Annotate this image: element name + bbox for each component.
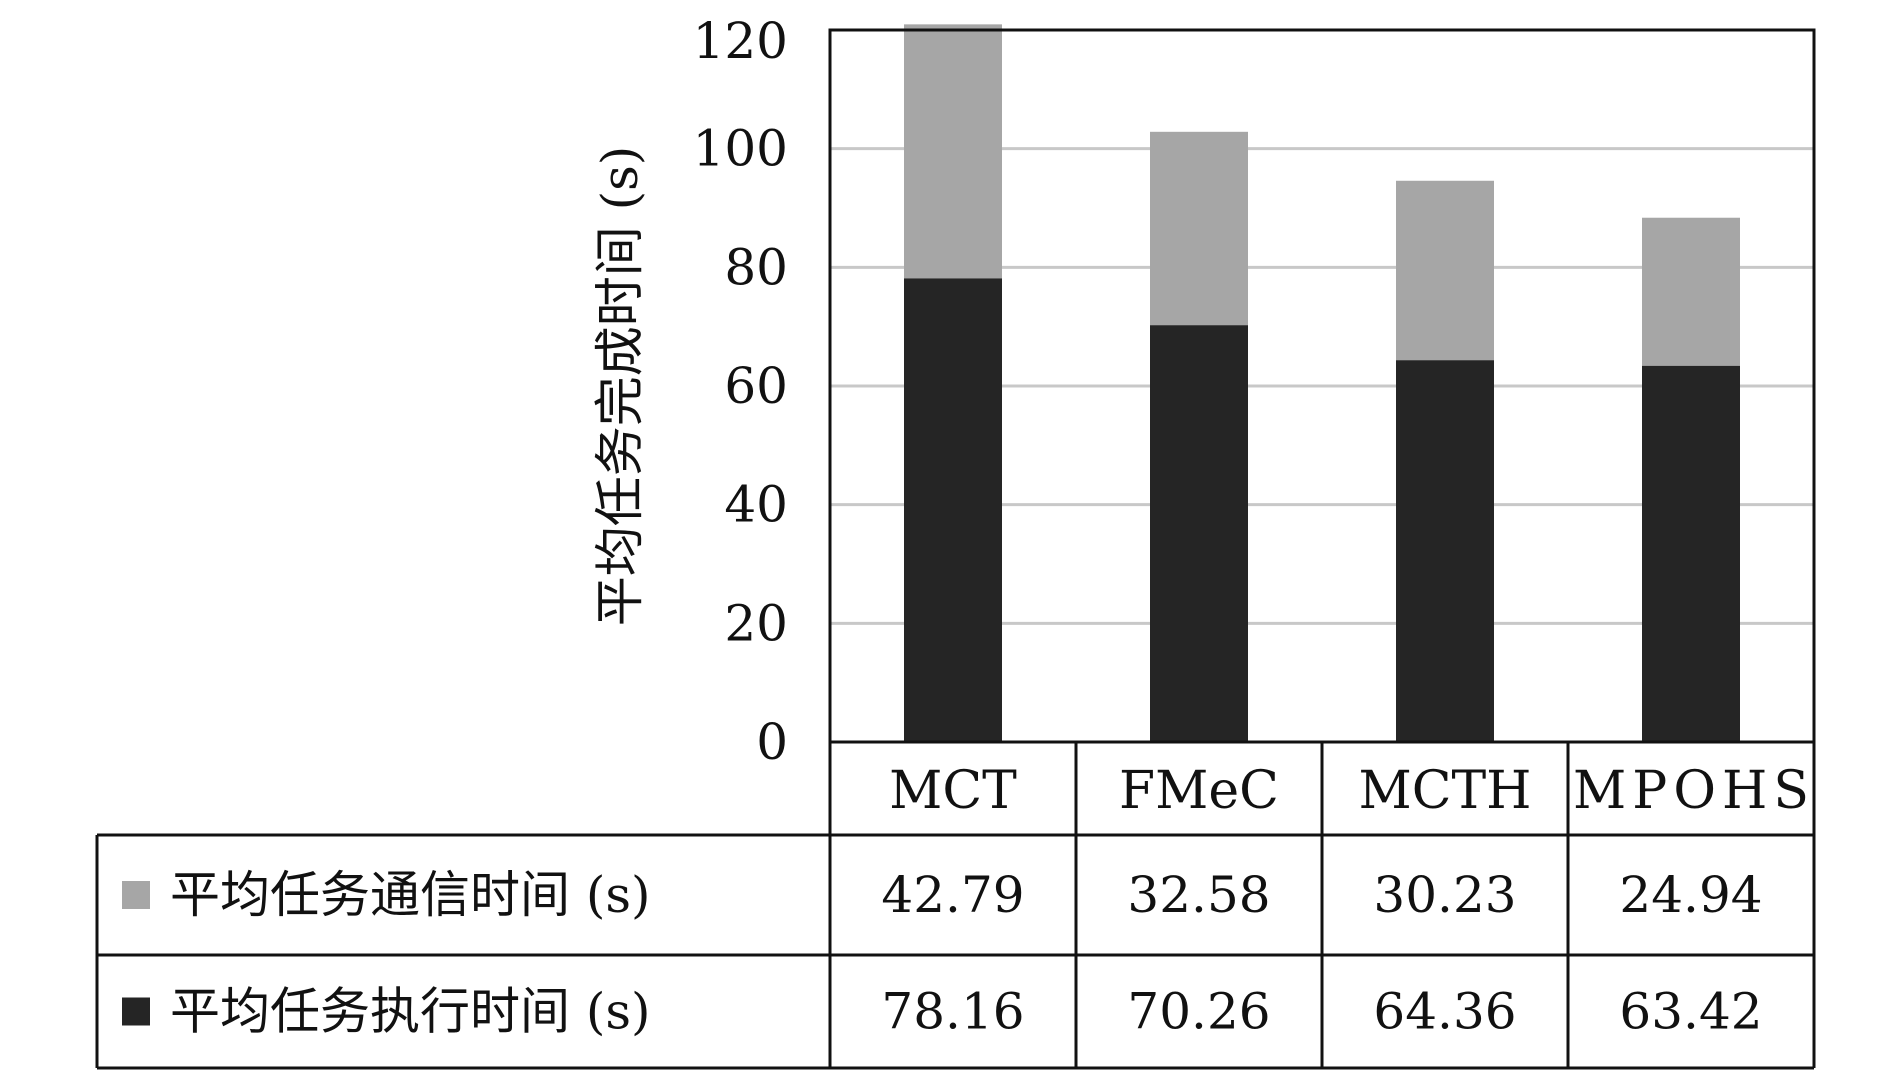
bar-segment: [904, 24, 1002, 279]
y-axis-title: 平均任务完成时间 (s): [591, 146, 649, 627]
x-category-label: FMeC: [1119, 761, 1279, 821]
y-tick-label: 0: [756, 713, 788, 771]
legend-square-icon: [122, 997, 150, 1026]
bar-segment: [1642, 217, 1740, 366]
bar-segment: [1396, 180, 1494, 361]
data-label: 63.42: [1619, 983, 1762, 1041]
legend-row-label: 平均任务通信时间 (s): [170, 866, 651, 924]
data-label: 42.79: [881, 866, 1024, 924]
y-axis: 0 20 40 60 80 100 120: [693, 12, 788, 771]
data-label: 32.58: [1127, 866, 1270, 924]
y-tick-label: 120: [693, 12, 788, 70]
bar-segment: [1150, 131, 1248, 326]
y-tick-label: 40: [724, 476, 788, 534]
x-category-label: MPOHS: [1573, 761, 1809, 821]
data-table: MCT FMeC MCTH MPOHS 平均任务通信时间 (s) 42.79 32.58 30…: [95, 742, 1816, 1070]
data-label: 24.94: [1619, 866, 1762, 924]
bar-segment: [1642, 365, 1740, 742]
y-tick-label: 20: [724, 594, 788, 652]
legend-row-label: 平均任务执行时间 (s): [170, 983, 651, 1041]
legend-square-icon: [122, 881, 150, 909]
bars: [904, 24, 1740, 742]
y-tick-label: 100: [693, 120, 788, 178]
x-category-label: MCTH: [1358, 761, 1531, 821]
bar-segment: [1150, 325, 1248, 742]
bar-segment: [1396, 360, 1494, 742]
data-label: 70.26: [1127, 983, 1270, 1041]
data-label: 64.36: [1373, 983, 1516, 1041]
bar-segment: [904, 278, 1002, 742]
y-tick-label: 80: [724, 238, 788, 296]
x-category-label: MCT: [889, 761, 1017, 821]
y-tick-label: 60: [724, 357, 788, 415]
data-label: 30.23: [1373, 866, 1516, 924]
data-label: 78.16: [881, 983, 1024, 1041]
